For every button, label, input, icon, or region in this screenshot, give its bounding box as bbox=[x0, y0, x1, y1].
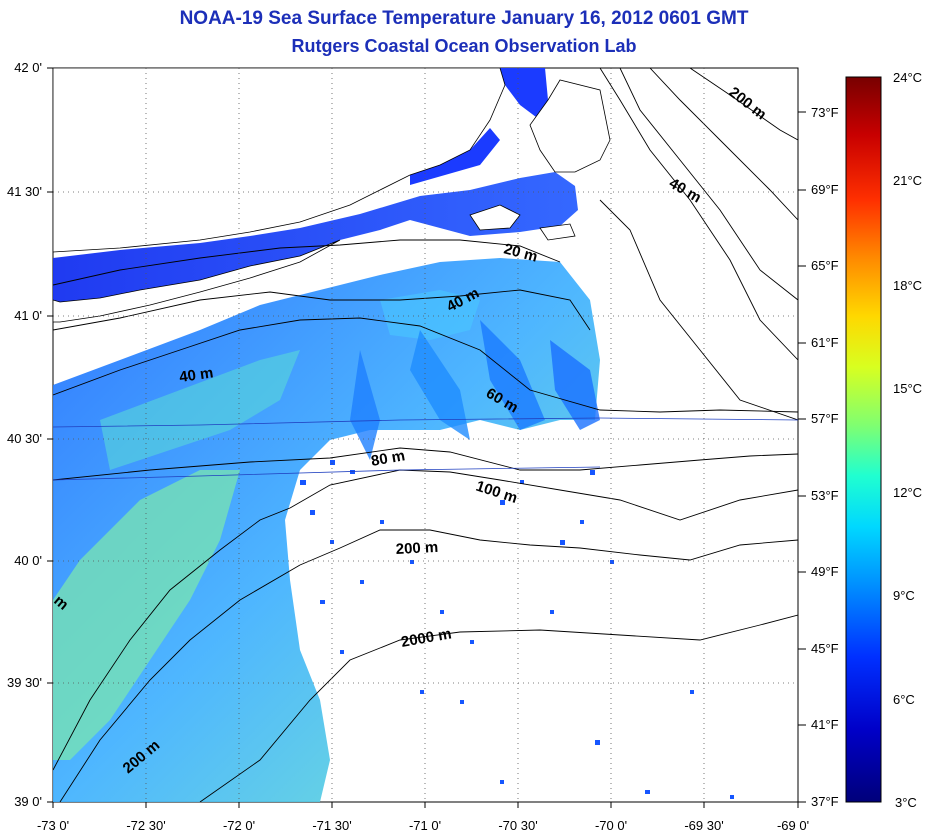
mainland-coast bbox=[53, 68, 506, 253]
bathymetry-contours bbox=[53, 68, 798, 802]
scattered-pixels bbox=[300, 460, 734, 799]
fahrenheit-label: 69°F bbox=[811, 182, 839, 197]
lon-tick-label: -72 0' bbox=[222, 818, 256, 833]
fahrenheit-label: 53°F bbox=[811, 488, 839, 503]
lat-tick-label: 39 30' bbox=[6, 675, 42, 690]
map-subtitle: Rutgers Coastal Ocean Observation Lab bbox=[291, 36, 637, 56]
lon-tick-label: -71 30' bbox=[312, 818, 352, 833]
fahrenheit-label: 65°F bbox=[811, 258, 839, 273]
fahrenheit-label: 37°F bbox=[811, 794, 839, 809]
celsius-label: 24°C bbox=[893, 70, 923, 85]
lon-tick-label: -69 30' bbox=[684, 818, 724, 833]
map-title: NOAA-19 Sea Surface Temperature January … bbox=[179, 8, 749, 29]
fahrenheit-label: 57°F bbox=[811, 411, 839, 426]
lon-tick-label: -73 0' bbox=[36, 818, 70, 833]
axis-ticks bbox=[47, 67, 799, 808]
fahrenheit-label: 61°F bbox=[811, 335, 839, 350]
long-island bbox=[53, 239, 341, 323]
depth-label: 40 m bbox=[178, 364, 214, 386]
cape-cod-bay-water bbox=[500, 68, 548, 120]
lat-tick-label: 40 30' bbox=[6, 431, 42, 446]
lat-tick-label: 39 0' bbox=[14, 794, 42, 809]
celsius-label: 6°C bbox=[893, 692, 915, 707]
lon-tick-label: -71 0' bbox=[408, 818, 442, 833]
celsius-label: 18°C bbox=[893, 278, 923, 293]
lat-tick-label: 40 0' bbox=[14, 553, 42, 568]
lat-tick-label: 41 30' bbox=[6, 184, 42, 199]
map-grid bbox=[53, 68, 798, 802]
celsius-label: 9°C bbox=[893, 588, 915, 603]
fahrenheit-label: 73°F bbox=[811, 105, 839, 120]
lon-tick-label: -69 0' bbox=[776, 818, 810, 833]
celsius-label: 21°C bbox=[893, 173, 923, 188]
fahrenheit-label: 49°F bbox=[811, 564, 839, 579]
nantucket bbox=[539, 223, 576, 241]
depth-label: 200 m bbox=[395, 539, 438, 558]
lon-tick-label: -70 0' bbox=[594, 818, 628, 833]
sst-data-layer bbox=[53, 68, 798, 802]
lat-tick-label: 41 0' bbox=[14, 308, 42, 323]
celsius-label: 12°C bbox=[893, 485, 923, 500]
celsius-label: 15°C bbox=[893, 381, 923, 396]
celsius-label: 3°C bbox=[895, 795, 917, 810]
colorbar-ticks bbox=[798, 111, 806, 803]
cold-nearshore-water bbox=[53, 172, 578, 302]
lon-tick-label: -72 30' bbox=[126, 818, 166, 833]
marthas-vineyard bbox=[469, 204, 521, 231]
lon-tick-label: -70 30' bbox=[498, 818, 538, 833]
depth-label: 80 m bbox=[370, 447, 407, 470]
lat-tick-label: 42 0' bbox=[14, 60, 42, 75]
fahrenheit-label: 45°F bbox=[811, 641, 839, 656]
colorbar bbox=[845, 76, 882, 803]
fahrenheit-label: 41°F bbox=[811, 717, 839, 732]
cape-cod bbox=[529, 79, 611, 173]
